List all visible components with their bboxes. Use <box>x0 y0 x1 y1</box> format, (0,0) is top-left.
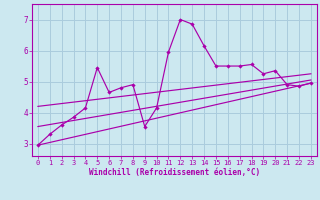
X-axis label: Windchill (Refroidissement éolien,°C): Windchill (Refroidissement éolien,°C) <box>89 168 260 177</box>
